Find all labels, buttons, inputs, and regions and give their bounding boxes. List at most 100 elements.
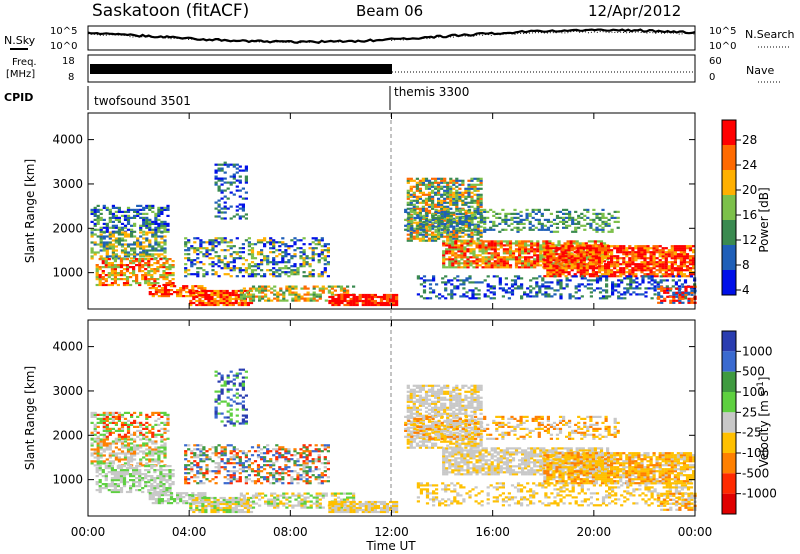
heatmap-cell [323,267,327,270]
heatmap-cell [619,249,623,252]
heatmap-cell [616,255,620,258]
heatmap-cell [163,239,167,242]
heatmap-cell [516,212,520,215]
heatmap-cell [311,249,315,252]
heatmap-cell [317,239,321,242]
heatmap-cell [168,487,172,490]
heatmap-cell [518,242,522,245]
heatmap-cell [346,303,350,307]
heatmap-cell [431,231,435,234]
heatmap-cell [99,233,103,236]
heatmap-cell [145,224,149,227]
heatmap-cell [235,257,239,260]
heatmap-cell [670,263,674,266]
heatmap-cell [98,489,102,492]
heatmap-cell [580,224,584,227]
heatmap-cell [148,255,152,258]
heatmap-cell [432,279,436,282]
heatmap-cell [490,248,494,251]
heatmap-cell [382,295,387,299]
heatmap-cell [217,203,221,206]
heatmap-cell [214,255,218,258]
heatmap-cell [95,278,99,281]
heatmap-cell [157,241,161,244]
heatmap-cell [483,216,487,219]
heatmap-cell [657,295,661,298]
heatmap-cell [235,205,239,208]
heatmap-cell [392,303,396,307]
heatmap-cell [223,267,227,270]
heatmap-cell [151,442,155,445]
heatmap-cell [220,211,224,214]
heatmap-cell [480,214,484,217]
heatmap-cell [543,218,547,221]
heatmap-cell [129,489,133,492]
heatmap-cell [373,301,377,305]
heatmap-cell [114,216,118,219]
heatmap-cell [655,251,659,254]
heatmap-cell [142,247,146,250]
heatmap-cell [567,267,571,270]
heatmap-cell [238,217,242,220]
heatmap-cell [501,208,505,211]
heatmap-cell [116,283,120,287]
heatmap-cell [591,275,595,278]
heatmap-cell [93,233,97,236]
heatmap-cell [611,283,615,286]
heatmap-cell [251,285,256,288]
heatmap-cell [652,257,656,260]
heatmap-cell [108,208,112,211]
heatmap-cell [451,246,455,249]
heatmap-cell [475,242,479,245]
heatmap-cell [465,277,469,280]
heatmap-cell [395,297,399,301]
heatmap-cell [111,419,115,422]
heatmap-cell [201,299,205,303]
heatmap-cell [202,263,206,266]
heatmap-cell [449,193,453,196]
heatmap-cell [461,183,465,186]
heatmap-cell [150,479,154,482]
heatmap-cell [610,257,614,260]
heatmap-cell [478,246,482,249]
heatmap-cell [524,266,528,269]
heatmap-cell [102,435,106,438]
heatmap-cell [404,224,408,227]
heatmap-cell [219,291,223,295]
heatmap-cell [566,262,570,265]
heatmap-cell [558,216,563,219]
heatmap-cell [440,212,444,215]
heatmap-cell [568,279,572,282]
heatmap-cell [117,216,121,219]
heatmap-cell [588,263,592,266]
heatmap-cell [620,297,624,300]
heatmap-cell [117,206,121,209]
heatmap-cell [132,270,136,273]
heatmap-cell [96,442,100,445]
heatmap-cell [428,228,432,231]
heatmap-cell [90,438,94,441]
heatmap-cell [514,248,519,251]
heatmap-cell [147,469,151,472]
heatmap-cell [165,272,169,275]
heatmap-cell [299,265,303,268]
heatmap-cell [113,479,117,482]
heatmap-cell [141,487,145,490]
heatmap-cell [533,250,537,253]
heatmap-cell [273,289,277,292]
heatmap-cell [646,245,650,248]
heatmap-cell [422,279,427,282]
heatmap-cell [662,279,666,282]
heatmap-cell [138,489,142,492]
heatmap-cell [278,253,282,256]
heatmap-cell [463,242,467,245]
heatmap-cell [670,265,674,268]
heatmap-cell [577,285,581,288]
heatmap-cell [489,226,493,229]
heatmap-cell [102,249,106,252]
heatmap-cell [670,245,674,248]
heatmap-cell [458,191,462,194]
heatmap-cell [559,287,563,290]
heatmap-cell [148,415,152,418]
heatmap-cell [623,287,627,290]
